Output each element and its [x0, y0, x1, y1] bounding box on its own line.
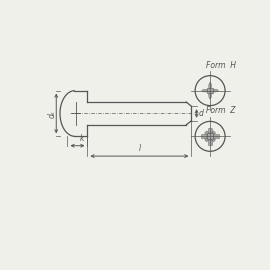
Polygon shape [210, 134, 219, 139]
Polygon shape [207, 133, 213, 139]
Text: Form  Z: Form Z [206, 106, 235, 115]
Polygon shape [202, 89, 210, 92]
Polygon shape [209, 135, 216, 142]
Polygon shape [205, 131, 211, 137]
Polygon shape [208, 136, 212, 145]
Polygon shape [210, 89, 218, 92]
Text: dₖ: dₖ [47, 109, 56, 117]
Polygon shape [205, 135, 211, 142]
Polygon shape [201, 134, 210, 139]
Polygon shape [208, 128, 212, 136]
Text: d: d [199, 109, 204, 118]
Polygon shape [209, 131, 216, 137]
Text: l: l [138, 144, 140, 153]
Polygon shape [209, 91, 211, 99]
Polygon shape [207, 88, 213, 93]
Text: Form  H: Form H [206, 61, 236, 70]
Polygon shape [209, 82, 211, 91]
Text: k: k [79, 134, 84, 143]
